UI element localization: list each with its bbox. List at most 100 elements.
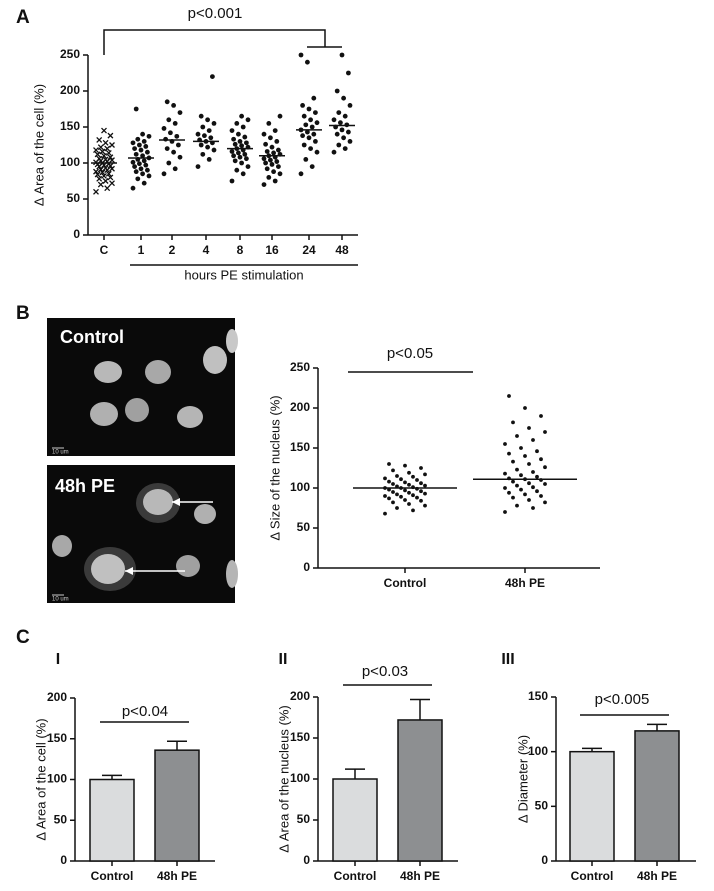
data-point — [161, 126, 167, 131]
y-tick-label: 100 — [60, 155, 80, 169]
x-tick-label: Control — [384, 576, 427, 590]
data-point — [205, 144, 211, 150]
data-point — [314, 149, 320, 155]
data-point — [391, 490, 395, 494]
data-point — [527, 426, 531, 430]
data-point — [164, 99, 170, 105]
panel-subtitle: III — [501, 651, 514, 668]
data-point — [96, 137, 103, 143]
data-point — [331, 149, 337, 155]
y-tick-label: 250 — [60, 47, 80, 61]
data-point — [507, 394, 511, 398]
data-point — [303, 157, 309, 162]
y-axis-label: Δ Area of the cell (%) — [33, 718, 48, 840]
data-point — [99, 148, 106, 155]
data-point — [411, 474, 415, 479]
x-tick-label: 16 — [265, 243, 279, 257]
data-point — [202, 133, 207, 139]
y-tick-label: 50 — [54, 812, 68, 826]
y-tick-label: 200 — [60, 83, 80, 97]
data-point — [234, 167, 240, 173]
data-point — [143, 144, 149, 149]
data-point — [135, 176, 141, 182]
data-point — [407, 482, 411, 487]
y-axis-label: Δ Area of the nucleus (%) — [276, 705, 291, 852]
data-point — [276, 147, 281, 153]
bar — [332, 778, 378, 862]
data-point — [200, 124, 206, 130]
data-point — [269, 162, 275, 167]
data-point — [210, 74, 215, 79]
data-point — [263, 160, 268, 166]
data-point — [515, 483, 519, 488]
data-point — [272, 178, 278, 184]
data-point — [102, 156, 109, 163]
data-point — [407, 502, 411, 506]
data-point — [341, 135, 346, 141]
data-point — [146, 173, 152, 179]
micrograph: 48h PE 10 um — [47, 465, 238, 603]
data-point — [133, 169, 139, 175]
data-point — [244, 140, 249, 146]
data-point — [97, 144, 104, 151]
data-point — [300, 103, 305, 108]
data-point — [298, 171, 304, 177]
x-tick-label: 4 — [203, 243, 210, 257]
data-point — [347, 103, 353, 108]
data-point — [314, 120, 320, 126]
data-point — [507, 451, 511, 456]
data-point — [130, 140, 136, 146]
data-point — [211, 147, 217, 153]
bar — [634, 730, 680, 862]
data-point — [96, 175, 103, 182]
data-point — [334, 88, 340, 94]
data-point — [301, 113, 307, 119]
y-tick-label: 100 — [47, 772, 67, 786]
data-point — [395, 474, 399, 478]
data-point — [527, 462, 531, 466]
data-point — [237, 139, 243, 144]
data-point — [515, 503, 519, 508]
data-point — [531, 470, 535, 474]
scale-bar-label: 10 um — [52, 597, 69, 603]
p-value: p<0.03 — [362, 663, 408, 680]
data-point — [271, 169, 276, 175]
y-tick-label: 0 — [60, 853, 67, 867]
data-point — [105, 149, 112, 156]
data-point — [261, 156, 267, 162]
p-value: p<0.005 — [595, 691, 650, 708]
data-point — [539, 457, 543, 462]
x-tick-label: Control — [91, 869, 134, 883]
y-tick-label: 50 — [535, 799, 549, 813]
data-point — [407, 470, 411, 475]
x-tick-label: 1 — [138, 243, 145, 257]
data-point — [242, 151, 248, 157]
image-label: Control — [60, 327, 124, 347]
data-point — [236, 150, 241, 156]
data-point — [274, 159, 280, 164]
data-point — [387, 496, 391, 501]
data-point — [232, 141, 238, 147]
data-point — [543, 500, 547, 505]
data-point — [531, 438, 535, 442]
data-point — [342, 146, 348, 152]
data-point — [391, 482, 395, 486]
data-point — [166, 117, 172, 123]
data-point — [311, 95, 317, 101]
p-value: p<0.001 — [188, 5, 243, 22]
data-point — [311, 131, 317, 137]
data-point — [239, 160, 245, 166]
data-point — [109, 165, 115, 172]
data-point — [277, 171, 283, 177]
data-point — [93, 168, 99, 175]
data-point — [276, 164, 281, 170]
y-tick-label: 0 — [73, 227, 80, 241]
data-point — [93, 188, 99, 195]
data-point — [141, 180, 147, 186]
data-point — [308, 146, 313, 152]
data-point — [177, 110, 183, 115]
data-point — [264, 149, 270, 154]
bar — [569, 750, 615, 862]
data-point — [539, 494, 543, 498]
